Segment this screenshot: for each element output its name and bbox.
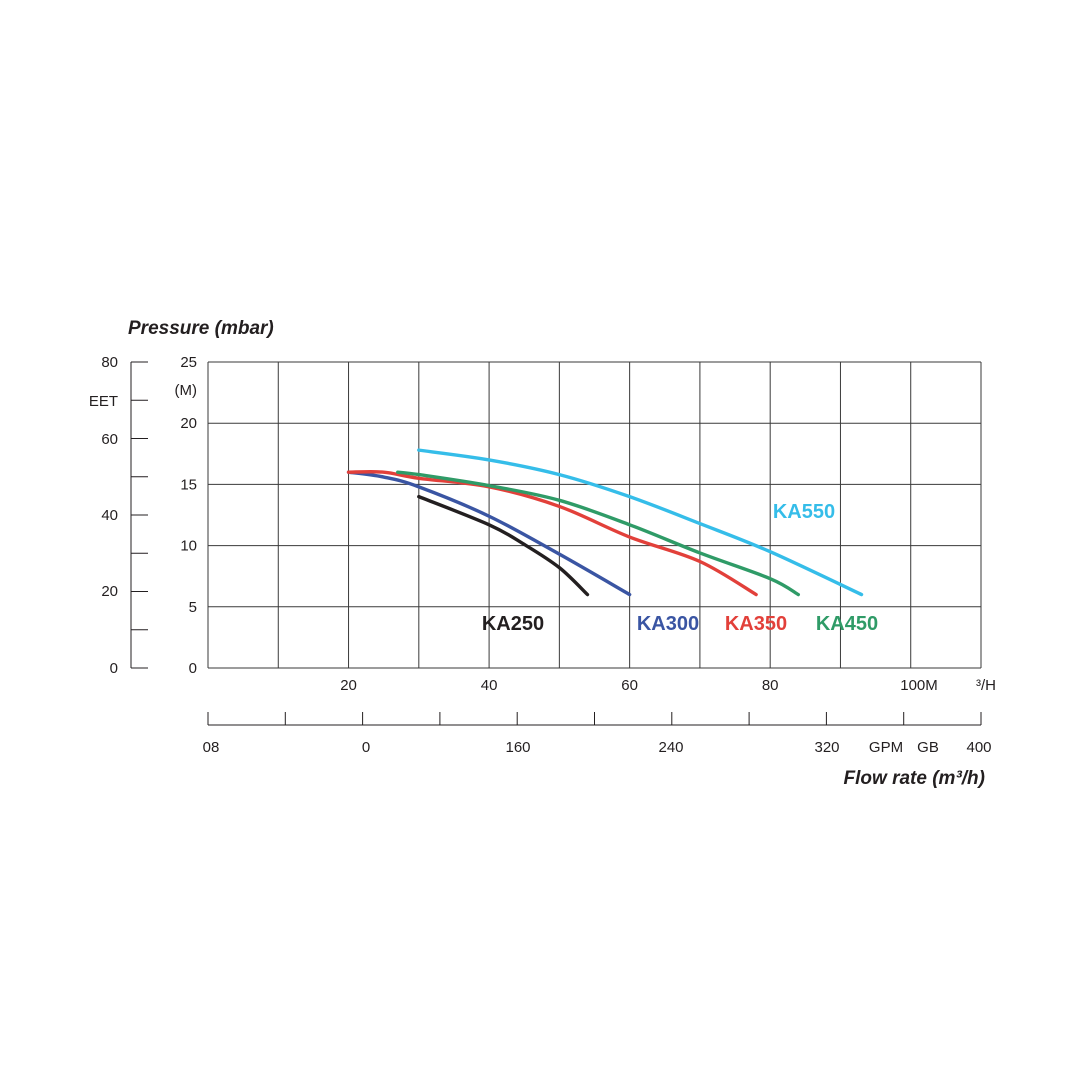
feet-tick-label: 0 [110, 660, 118, 677]
feet-tick-label: 40 [101, 507, 118, 524]
gpm-tick-label: 400 [966, 739, 991, 756]
x-tick-label: 20 [340, 677, 357, 694]
y-axis-title: Pressure (mbar) [128, 318, 274, 339]
series-line-ka550 [417, 448, 864, 597]
y-tick-label: 25 [180, 354, 197, 371]
y-tick-label: 5 [189, 599, 197, 616]
x-unit-label: ³/H [976, 677, 996, 694]
x-axis-title: Flow rate (m³/h) [844, 768, 985, 789]
x-tick-label: 60 [621, 677, 638, 694]
x-tick-label: 40 [481, 677, 498, 694]
y-tick-label: 0 [189, 660, 197, 677]
series-line-ka300 [346, 470, 632, 597]
series-label-ka450: KA450 [816, 613, 878, 635]
x-end-label: 100M [900, 677, 938, 694]
gpm-tick-label: GPM [869, 739, 903, 756]
series-line-ka450 [396, 470, 800, 597]
plot-grid [207, 361, 982, 669]
series-label-ka350: KA350 [725, 613, 787, 635]
series-line-ka350 [346, 470, 758, 597]
series-label-ka300: KA300 [637, 613, 699, 635]
gpm-tick-label: 320 [814, 739, 839, 756]
y-tick-label: 15 [180, 476, 197, 493]
series-label-ka250: KA250 [482, 613, 544, 635]
feet-tick-label: 20 [101, 583, 118, 600]
y-unit-label: (M) [175, 382, 198, 399]
feet-unit-label: EET [89, 393, 118, 410]
gpm-tick-label: GB [917, 739, 939, 756]
feet-tick-label: 80 [101, 354, 118, 371]
chart-labels: 0 5 10 15 20 25 (M) 0 20 40 60 80 EET 20 40 60 80 100M ³/H… [89, 318, 996, 789]
y-tick-label: 10 [180, 538, 197, 555]
x-tick-label: 80 [762, 677, 779, 694]
series-label-ka550: KA550 [773, 501, 835, 523]
feet-tick-label: 60 [101, 431, 118, 448]
gpm-tick-label: 240 [658, 739, 683, 756]
series-line-ka250 [417, 494, 590, 597]
gpm-tick-label: 0 [362, 739, 370, 756]
gpm-tick-label: 160 [505, 739, 530, 756]
series-lines [346, 448, 864, 597]
y-tick-label: 20 [180, 415, 197, 432]
axes [130, 361, 982, 726]
gpm-tick-label: 08 [203, 739, 220, 756]
